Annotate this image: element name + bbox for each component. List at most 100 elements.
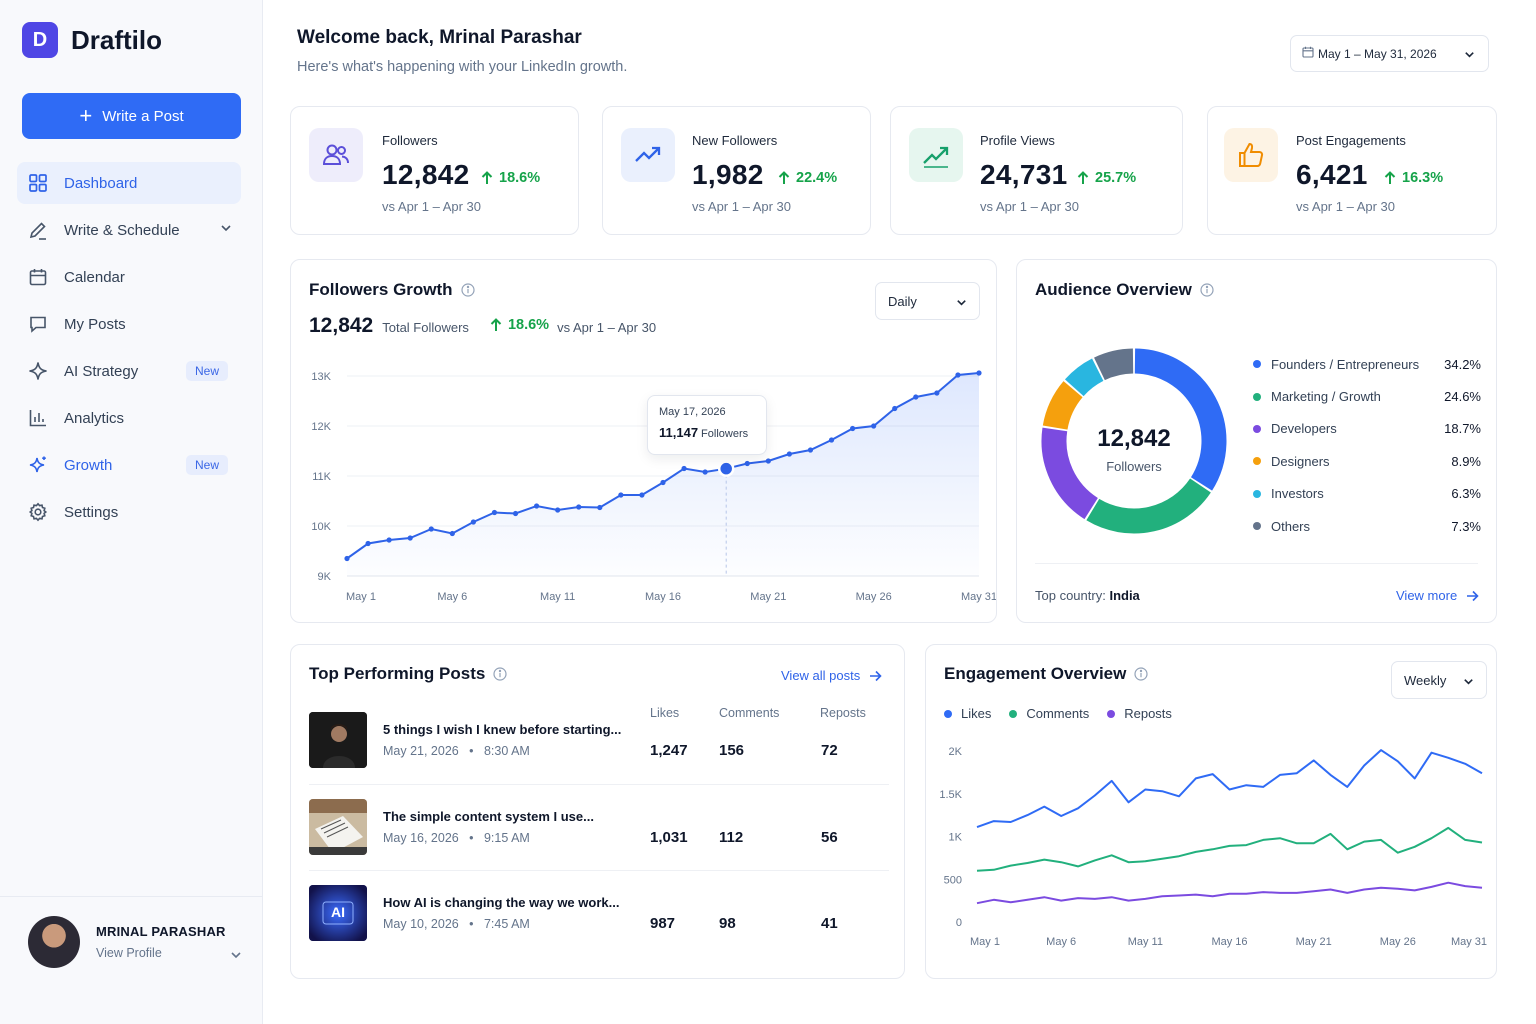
y-tick-label: 10K [311,521,331,533]
legend-dot [1253,489,1261,498]
data-point [386,537,392,543]
view-more-link[interactable]: View more [1396,588,1479,603]
info-icon[interactable] [1134,667,1148,681]
pen-icon [27,219,49,241]
kpi-card-profile-views: Profile Views 24,731 25.7% vs Apr 1 – Ap… [890,106,1183,235]
chevron-down-icon[interactable] [219,221,233,239]
data-point [828,437,835,443]
post-likes: 1,031 [650,829,688,846]
sidebar-item-write-schedule[interactable]: Write & Schedule [17,209,241,251]
post-thumbnail: AI [309,885,367,941]
sidebar-item-label: My Posts [64,315,126,333]
period-select[interactable]: Daily [875,282,980,320]
table-row[interactable]: AI How AI is changing the way we work...… [309,885,889,943]
legend-item[interactable]: Comments [1009,706,1089,721]
arrow-right-icon [1467,590,1479,601]
post-date: May 10, 2026 [383,917,459,931]
sidebar-item-label: Calendar [64,268,125,286]
legend-dot [1253,424,1261,433]
post-title: The simple content system I use... [383,809,594,824]
y-tick-label: 9K [318,571,332,583]
view-profile-link[interactable]: View Profile [96,946,162,960]
kpi-label: Profile Views [980,133,1055,148]
tooltip-unit: Followers [701,428,749,440]
info-icon[interactable] [460,283,475,297]
table-row[interactable]: The simple content system I use... May 1… [309,799,889,857]
legend-item: Founders / Entrepreneurs 34.2% [1253,348,1481,380]
write-post-button[interactable]: + Write a Post [22,93,241,139]
chevron-down-icon [1463,48,1476,64]
followers-total-label: Total Followers [382,320,469,335]
sidebar-item-ai-strategy[interactable]: AI Strategy New [17,350,241,392]
sidebar-item-growth[interactable]: Growth New [17,444,241,486]
brand-name: Draftilo [71,24,162,55]
column-header-reposts: Reposts [820,706,866,720]
x-tick-label: May 1 [346,591,376,603]
donut-slice [1041,427,1099,520]
sidebar-item-dashboard[interactable]: Dashboard [17,162,241,204]
period-select[interactable]: Weekly [1391,661,1487,699]
data-point [534,503,540,509]
x-tick-label: May 11 [540,591,575,603]
brand[interactable]: D Draftilo [22,22,162,58]
chevron-down-icon[interactable] [229,948,243,967]
date-range-picker[interactable]: May 1 – May 31, 2026 [1290,35,1489,72]
data-point [597,504,603,511]
info-icon[interactable] [493,667,507,681]
legend-value: 8.9% [1451,453,1481,469]
chevron-down-icon [955,296,968,312]
data-point [871,423,877,429]
data-point [892,405,898,412]
legend-dot [1253,392,1261,401]
kpi-value: 1,982 [692,159,764,190]
card-title: Audience Overview [1035,280,1214,300]
sidebar-item-settings[interactable]: Settings [17,491,241,533]
write-post-label: Write a Post [102,107,184,125]
profile-menu[interactable]: MRINAL PARASHAR View Profile [28,916,243,968]
data-point [618,492,624,498]
card-title: Top Performing Posts [309,664,507,684]
data-point [491,509,498,516]
post-reposts: 72 [821,742,838,759]
followers-growth-chart: 9K 10K 11K 12K 13K May 1 May 6 May 11 May 16 May … [311,370,996,603]
data-point [744,460,750,467]
info-icon[interactable] [1200,283,1214,297]
legend-item: Marketing / Growth 24.6% [1253,380,1481,412]
legend-dot [1107,709,1116,718]
post-comments: 112 [719,829,744,846]
engagement-overview-card: Engagement Overview Weekly Likes Comment… [925,644,1497,979]
legend-dot [1253,522,1261,531]
legend-item: Designers 8.9% [1253,445,1481,477]
legend-dot [1009,709,1018,718]
legend-label: Reposts [1124,706,1172,721]
y-tick-label: 1K [949,832,963,844]
kpi-compare: vs Apr 1 – Apr 30 [382,199,482,214]
data-point [555,507,561,513]
new-badge: New [185,455,228,475]
kpi-label: Post Engagements [1296,133,1406,148]
data-point [976,370,982,376]
donut-wrapper: 12,842 Followers [1041,346,1227,536]
x-tick-label: May 16 [645,591,681,603]
series-line-comments [976,826,1483,872]
chart-tooltip: May 17, 2026 11,147 Followers [647,395,767,455]
sidebar-item-calendar[interactable]: Calendar [17,256,241,298]
engagement-legend: Likes Comments Reposts [944,706,1190,721]
view-all-posts-link[interactable]: View all posts [781,668,882,683]
x-tick-label: May 21 [1296,936,1332,948]
brand-logo: D [22,22,58,58]
profile-name: MRINAL PARASHAR [96,924,226,939]
data-point [702,469,708,475]
legend-item[interactable]: Reposts [1107,706,1172,721]
sidebar-item-my-posts[interactable]: My Posts [17,303,241,345]
kpi-compare: vs Apr 1 – Apr 30 [980,199,1080,214]
legend-item: Developers 18.7% [1253,413,1481,445]
legend-item[interactable]: Likes [944,706,991,721]
table-row[interactable]: 5 things I wish I knew before starting..… [309,712,889,770]
sidebar-item-analytics[interactable]: Analytics [17,397,241,439]
date-range-label: May 1 – May 31, 2026 [1318,46,1437,61]
x-tick-label: May 31 [1451,936,1487,948]
y-tick-label: 1.5K [939,789,962,801]
data-point [428,526,434,532]
followers-change-value: 18.6% [507,317,550,333]
